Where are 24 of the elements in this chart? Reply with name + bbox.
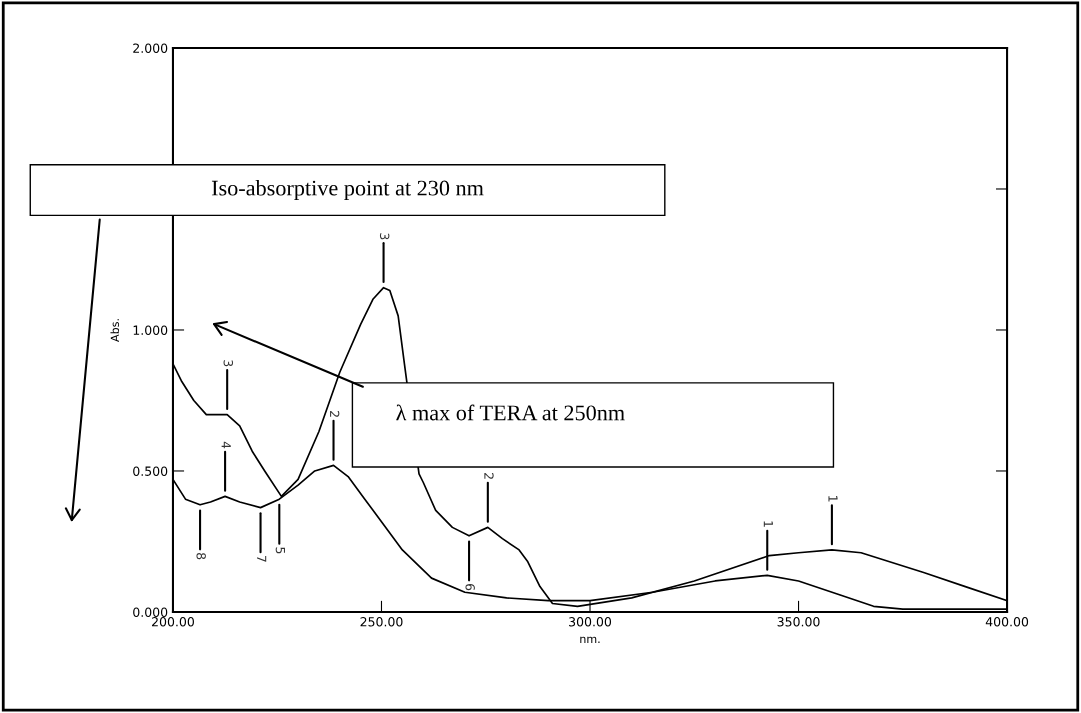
annotation: Iso-absorptive point at 230 nm <box>211 179 484 201</box>
y-tick-label: 0.000 <box>133 607 168 617</box>
x-axis-title: nm. <box>580 636 600 643</box>
annotation: 8 <box>196 552 206 560</box>
annotation: 5 <box>275 547 285 554</box>
annotation: 3 <box>379 233 390 240</box>
annotation: λ max of TERA at 250nm <box>396 404 625 421</box>
annotation: 2 <box>330 410 340 417</box>
annotation: 4 <box>221 441 231 449</box>
annotation: 1 <box>763 521 773 527</box>
annotation: 2 <box>484 473 494 479</box>
annotation: 3 <box>223 360 233 367</box>
x-tick-label: 200.00 <box>152 617 194 627</box>
y-tick-label: 0.500 <box>133 466 168 476</box>
annotation: 6 <box>465 584 475 591</box>
annotation: 7 <box>257 555 267 562</box>
x-tick-label: 400.00 <box>985 617 1029 627</box>
x-tick-label: 350.00 <box>777 617 820 627</box>
y-axis-title: Abs. <box>110 319 120 342</box>
x-tick-label: 300.00 <box>569 617 612 627</box>
x-tick-label: 250.00 <box>360 617 403 627</box>
y-tick-label: 2.000 <box>133 43 168 53</box>
y-tick-label: 1.000 <box>133 325 168 335</box>
annotation: 1 <box>828 496 838 502</box>
